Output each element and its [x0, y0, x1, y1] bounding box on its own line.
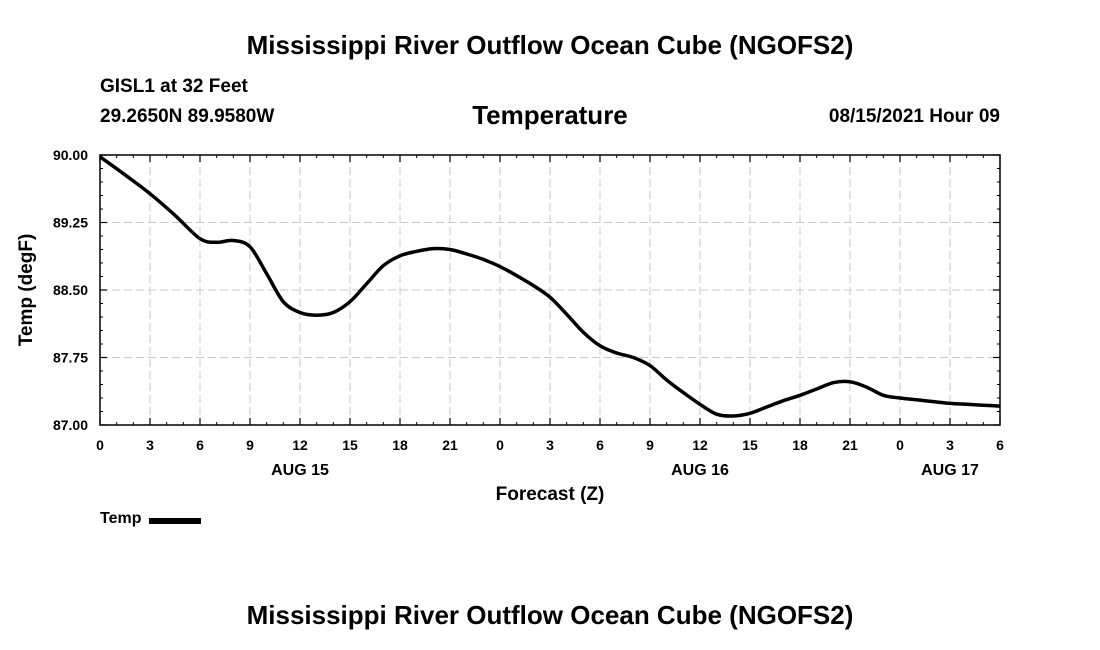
x-tick-label: 21 — [842, 437, 858, 453]
x-axis-label: Forecast (Z) — [496, 484, 605, 505]
y-tick-label: 89.25 — [53, 215, 88, 231]
main-title: Mississippi River Outflow Ocean Cube (NG… — [246, 30, 854, 60]
chart-title: Temperature — [472, 100, 628, 130]
x-tick-label: 12 — [292, 437, 308, 453]
x-tick-label: 3 — [946, 437, 954, 453]
temp-series-line — [98, 155, 1001, 418]
x-tick-label: 9 — [246, 437, 254, 453]
x-tick-label: 21 — [442, 437, 458, 453]
legend: Temp — [100, 510, 202, 528]
legend-line-swatch — [149, 517, 202, 524]
x-tick-label: 0 — [96, 437, 104, 453]
legend-label: Temp — [100, 510, 142, 527]
station-coordinates: 29.2650N 89.9580W — [100, 106, 275, 127]
x-date-label: AUG 17 — [921, 462, 979, 479]
y-tick-label: 87.75 — [53, 350, 88, 366]
x-tick-label: 18 — [392, 437, 408, 453]
grid-lines — [100, 155, 1000, 425]
x-tick-label: 9 — [646, 437, 654, 453]
x-date-label: AUG 15 — [271, 462, 329, 479]
x-tick-label: 6 — [196, 437, 204, 453]
x-tick-label: 0 — [496, 437, 504, 453]
x-tick-label: 3 — [146, 437, 154, 453]
x-tick-label: 3 — [546, 437, 554, 453]
y-tick-label: 90.00 — [53, 147, 88, 163]
y-tick-label: 87.00 — [53, 417, 88, 433]
x-tick-label: 15 — [742, 437, 758, 453]
y-axis-label: Temp (degF) — [16, 234, 37, 347]
y-tick-label: 88.50 — [53, 282, 88, 298]
x-tick-label: 6 — [596, 437, 604, 453]
x-date-label: AUG 16 — [671, 462, 729, 479]
x-tick-label: 12 — [692, 437, 708, 453]
x-tick-label: 0 — [896, 437, 904, 453]
axis-tick-labels: 0 3 6 9 12 15 18 21 0 3 6 9 12 15 18 21 0 3 6 87.00 87.75 88.… — [53, 147, 1004, 479]
plot-frame — [99, 154, 1001, 426]
station-name: GISL1 at 32 Feet — [100, 76, 248, 97]
x-tick-label: 18 — [792, 437, 808, 453]
forecast-time: 08/15/2021 Hour 09 — [828, 106, 1000, 127]
footer-title: Mississippi River Outflow Ocean Cube (NG… — [246, 600, 854, 630]
x-tick-label: 15 — [342, 437, 358, 453]
x-tick-label: 6 — [996, 437, 1004, 453]
